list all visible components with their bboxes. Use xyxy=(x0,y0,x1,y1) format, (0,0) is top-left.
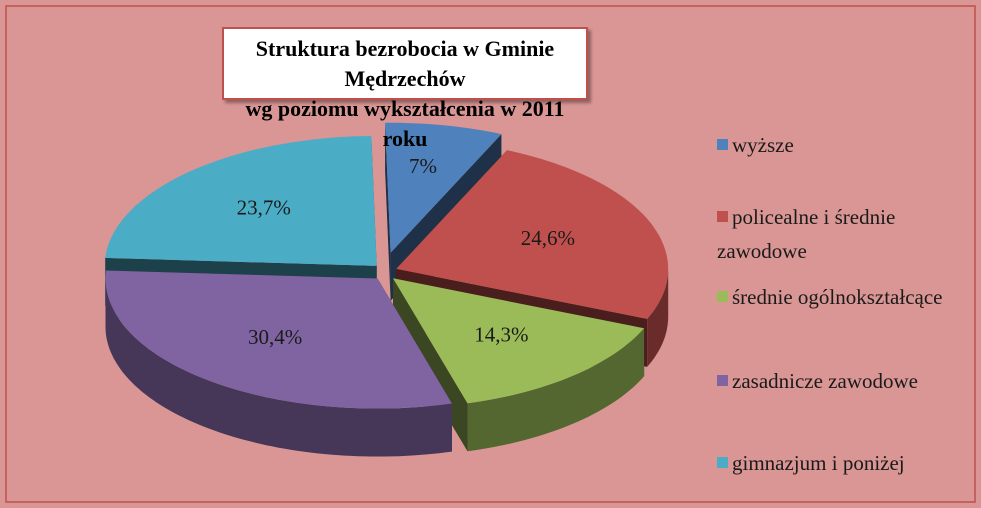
slice-side xyxy=(467,328,645,452)
legend-swatch xyxy=(717,211,728,222)
slice-side xyxy=(385,122,391,301)
data-label: 14,3% xyxy=(474,322,528,346)
data-label: 7% xyxy=(409,154,437,178)
data-label: 24,6% xyxy=(521,226,575,250)
legend-label: policealne i średnie zawodowe xyxy=(717,205,896,263)
legend-swatch xyxy=(717,457,728,468)
legend-item: gimnazjum i poniżej xyxy=(717,446,967,480)
slice xyxy=(393,278,645,404)
slice-side xyxy=(105,278,452,457)
title-line: wg poziomu wykształcenia w 2011 roku xyxy=(245,96,565,151)
slice xyxy=(396,150,669,319)
title-line: Struktura bezrobocia w Gminie Mędrzechów xyxy=(255,36,555,91)
slice xyxy=(105,136,377,266)
slice xyxy=(385,122,502,253)
frame xyxy=(5,5,976,503)
legend-item: średnie ogólnokształcące xyxy=(717,280,967,314)
chart-title: Struktura bezrobocia w Gminie Mędrzechów… xyxy=(222,27,588,151)
slice-side xyxy=(647,268,669,367)
slice xyxy=(105,270,452,409)
legend-item: policealne i średnie zawodowe xyxy=(717,200,967,268)
legend-swatch xyxy=(717,375,728,386)
legend-swatch xyxy=(717,139,728,150)
data-label: 23,7% xyxy=(237,195,291,219)
legend-label: zasadnicze zawodowe xyxy=(732,369,918,393)
legend-label: wyższe xyxy=(732,133,794,157)
data-label: 30,4% xyxy=(248,325,302,349)
legend-item: wyższe xyxy=(717,128,967,162)
legend-swatch xyxy=(717,291,728,302)
legend-label: średnie ogólnokształcące xyxy=(732,285,943,309)
legend-label: gimnazjum i poniżej xyxy=(732,451,905,475)
legend-item: zasadnicze zawodowe xyxy=(717,364,967,398)
